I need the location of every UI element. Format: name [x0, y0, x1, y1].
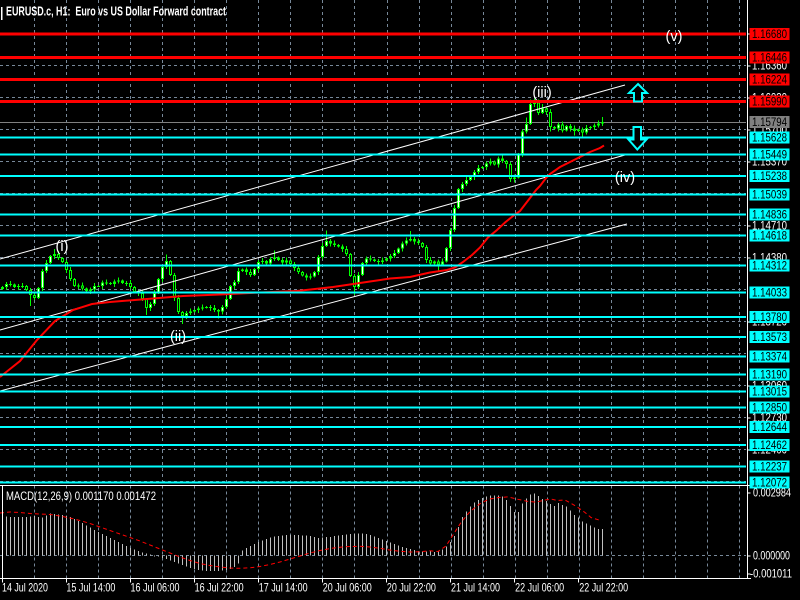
- svg-text:1.14710: 1.14710: [752, 219, 787, 233]
- svg-text:1.16680: 1.16680: [752, 27, 787, 41]
- svg-text:1.12850: 1.12850: [752, 401, 787, 415]
- svg-text:1.14312: 1.14312: [752, 259, 787, 273]
- svg-text:1.13780: 1.13780: [752, 310, 787, 324]
- svg-text:20 Jul 06:00: 20 Jul 06:00: [323, 581, 372, 595]
- svg-text:1.16446: 1.16446: [752, 51, 787, 65]
- svg-text:(ii): (ii): [170, 329, 186, 345]
- svg-text:1.12462: 1.12462: [752, 438, 787, 452]
- svg-text:1.15449: 1.15449: [752, 148, 787, 162]
- svg-text:-0.001011: -0.001011: [750, 567, 792, 581]
- svg-text:0.002984: 0.002984: [753, 486, 791, 500]
- svg-text:1.12237: 1.12237: [752, 460, 787, 474]
- svg-text:1.15039: 1.15039: [752, 188, 787, 202]
- svg-text:22 Jul 22:00: 22 Jul 22:00: [579, 581, 628, 595]
- svg-text:(i): (i): [56, 239, 69, 255]
- svg-text:1.14618: 1.14618: [752, 229, 787, 243]
- svg-text:22 Jul 06:00: 22 Jul 06:00: [515, 581, 564, 595]
- svg-text:21 Jul 14:00: 21 Jul 14:00: [451, 581, 500, 595]
- svg-text:1.14033: 1.14033: [752, 286, 787, 300]
- svg-text:1.12072: 1.12072: [752, 476, 787, 490]
- svg-text:1.16224: 1.16224: [752, 73, 787, 87]
- svg-text:20 Jul 22:00: 20 Jul 22:00: [387, 581, 436, 595]
- svg-text:1.12644: 1.12644: [752, 420, 787, 434]
- svg-text:1.15238: 1.15238: [752, 169, 787, 183]
- svg-text:1.13573: 1.13573: [752, 330, 787, 344]
- svg-text:(v): (v): [666, 29, 683, 45]
- svg-text:14 Jul 2020: 14 Jul 2020: [2, 581, 48, 595]
- svg-text:EURUSD.c, H1: Euro vs US Doll: EURUSD.c, H1: Euro vs US Dollar Forward …: [6, 5, 227, 19]
- svg-text:1.13374: 1.13374: [752, 350, 787, 364]
- svg-text:17 Jul 14:00: 17 Jul 14:00: [259, 581, 308, 595]
- svg-text:(iii): (iii): [532, 85, 551, 101]
- svg-text:16 Jul 06:00: 16 Jul 06:00: [131, 581, 180, 595]
- svg-text:1.15794: 1.15794: [752, 115, 787, 129]
- svg-text:1.13190: 1.13190: [752, 368, 787, 382]
- svg-text:0.000000: 0.000000: [753, 549, 790, 563]
- svg-text:16 Jul 22:00: 16 Jul 22:00: [195, 581, 244, 595]
- svg-text:1.13015: 1.13015: [752, 385, 787, 399]
- svg-text:(iv): (iv): [615, 170, 635, 186]
- svg-text:1.15628: 1.15628: [752, 131, 787, 145]
- svg-text:MACD(12,26,9) 0.001170 0.00147: MACD(12,26,9) 0.001170 0.001472: [6, 489, 156, 503]
- svg-text:15 Jul 14:00: 15 Jul 14:00: [66, 581, 115, 595]
- svg-text:1.14836: 1.14836: [752, 208, 787, 222]
- svg-text:1.15990: 1.15990: [752, 95, 787, 109]
